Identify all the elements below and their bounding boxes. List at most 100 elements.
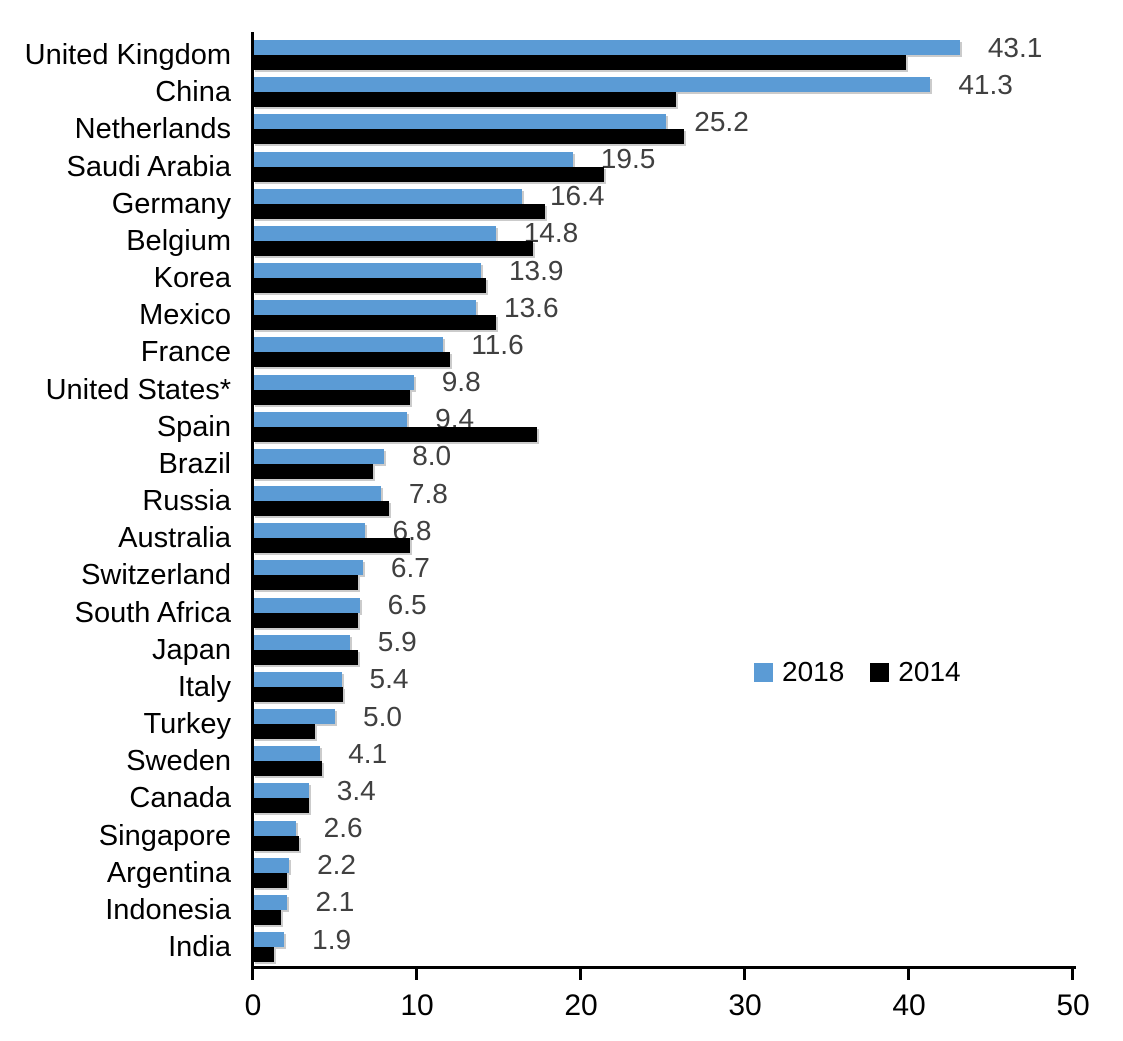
value-label: 5.4: [369, 663, 409, 695]
bar-2014-australia: [253, 538, 410, 554]
bar-2014-brazil: [253, 463, 373, 479]
x-tick: [1071, 969, 1074, 980]
bar-2014-singapore: [253, 835, 299, 851]
category-label: Turkey: [143, 708, 231, 741]
bar-2014-india: [253, 947, 274, 963]
value-label: 8.0: [412, 440, 452, 472]
category-label: Argentina: [106, 856, 231, 889]
value-label: 6.7: [390, 551, 430, 583]
category-label: Sweden: [126, 745, 231, 778]
x-tick-label: 0: [244, 989, 262, 1022]
value-label: 25.2: [694, 105, 749, 137]
bar-2018-united-states: [253, 374, 414, 390]
bar-2018-germany: [253, 188, 522, 204]
x-tick: [251, 969, 254, 980]
bar-2018-belgium: [253, 225, 496, 241]
category-label: United States*: [45, 373, 231, 406]
bar-2018-united-kingdom: [253, 40, 960, 55]
x-tick: [579, 969, 582, 980]
x-tick: [907, 969, 910, 980]
bar-2014-spain: [253, 426, 537, 442]
value-label: 6.5: [387, 589, 427, 621]
x-tick-label: 10: [400, 989, 434, 1022]
category-label: Netherlands: [74, 113, 231, 146]
bar-2018-saudi-arabia: [253, 151, 573, 167]
category-label: Indonesia: [105, 893, 231, 926]
bar-2018-argentina: [253, 857, 289, 873]
bar-2014-netherlands: [253, 129, 684, 145]
bar-2018-south-africa: [253, 597, 360, 613]
category-label: Germany: [111, 187, 231, 220]
value-label: 16.4: [549, 180, 605, 212]
bar-2014-saudi-arabia: [253, 166, 604, 182]
category-label: Spain: [156, 410, 231, 443]
legend: 2018 2014: [754, 658, 961, 686]
bar-2014-canada: [253, 798, 309, 814]
bar-2018-spain: [253, 411, 407, 427]
bar-2014-switzerland: [253, 575, 358, 591]
category-label: Korea: [153, 262, 231, 295]
bar-2018-canada: [253, 783, 309, 799]
category-label: United Kingdom: [24, 39, 231, 71]
bar-2014-italy: [253, 686, 343, 702]
category-label: Japan: [151, 633, 231, 666]
bar-2014-argentina: [253, 872, 287, 888]
value-label: 13.6: [504, 291, 559, 323]
bar-2018-australia: [253, 523, 365, 539]
value-label: 11.6: [471, 328, 524, 360]
value-label: 13.9: [508, 254, 564, 286]
value-label: 5.9: [377, 626, 417, 658]
bar-2014-turkey: [253, 724, 315, 740]
category-label: France: [140, 336, 231, 369]
bar-2018-netherlands: [253, 114, 666, 130]
category-label: Mexico: [139, 299, 231, 332]
value-label: 3.4: [336, 774, 376, 806]
bar-2018-indonesia: [253, 894, 287, 910]
bar-2018-japan: [253, 634, 350, 650]
bar-2018-china: [253, 77, 930, 93]
bar-2018-italy: [253, 671, 342, 687]
category-label: India: [168, 931, 231, 964]
legend-item-2014: 2014: [870, 656, 961, 687]
value-label: 7.8: [408, 477, 448, 509]
bar-2018-france: [253, 337, 443, 353]
bar-2018-korea: [253, 263, 481, 279]
bar-2014-united-states: [253, 389, 410, 405]
legend-label: 2014: [898, 656, 961, 687]
bar-2014-belgium: [253, 240, 533, 256]
value-label: 2.2: [317, 849, 357, 881]
bar-2014-sweden: [253, 761, 322, 777]
bar-2018-russia: [253, 486, 381, 502]
value-label: 5.0: [363, 700, 402, 732]
y-axis-line: [251, 32, 254, 969]
value-label: 2.6: [323, 812, 363, 844]
category-label: Italy: [177, 670, 231, 703]
legend-item-2018: 2018: [754, 658, 844, 686]
category-label: South Africa: [74, 596, 231, 629]
x-tick: [415, 969, 418, 980]
value-label: 41.3: [958, 68, 1013, 100]
category-label: Singapore: [98, 819, 231, 852]
x-tick-label: 30: [728, 989, 762, 1022]
bar-2014-russia: [253, 501, 389, 517]
value-label: 2.1: [315, 886, 355, 918]
bar-2018-singapore: [253, 820, 296, 836]
bar-2014-indonesia: [253, 909, 281, 925]
value-label: 4.1: [348, 737, 388, 769]
value-label: 9.8: [441, 366, 481, 398]
category-label: Canada: [129, 782, 231, 815]
legend-swatch-2014: [870, 662, 890, 682]
value-label: 43.1: [987, 31, 1043, 63]
bar-2014-china: [253, 92, 676, 108]
bar-2018-india: [253, 932, 284, 948]
x-tick: [743, 969, 746, 980]
bar-2014-south-africa: [253, 612, 358, 628]
category-label: Russia: [142, 485, 231, 518]
category-label: Brazil: [158, 447, 231, 480]
bar-2018-mexico: [253, 300, 476, 316]
category-label: Australia: [118, 522, 231, 555]
x-axis-line: [251, 966, 1076, 969]
value-label: 1.9: [312, 923, 352, 955]
category-label: Saudi Arabia: [66, 150, 231, 183]
